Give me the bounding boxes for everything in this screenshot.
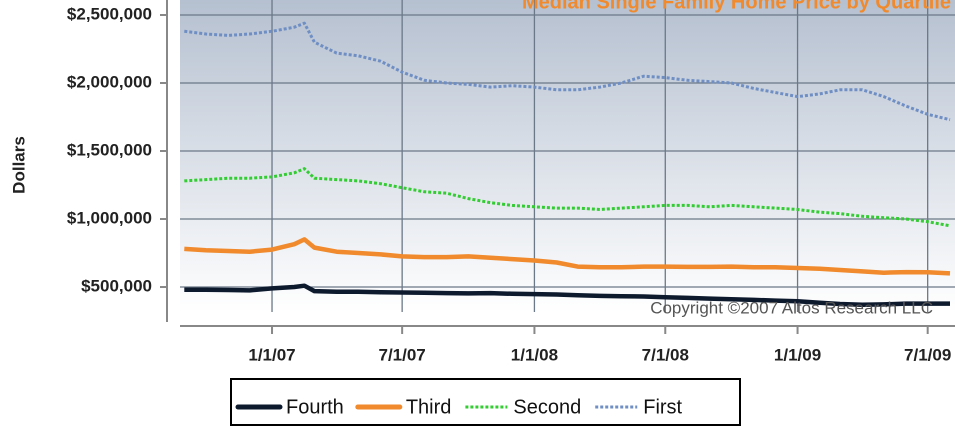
y-tick-label: $1,500,000 — [67, 140, 152, 159]
series-line — [184, 167, 951, 228]
legend — [230, 378, 741, 426]
legend-label: Third — [406, 396, 452, 418]
y-tick-label: $500,000 — [81, 277, 152, 296]
legend-label: Fourth — [286, 396, 344, 418]
legend-label: Second — [513, 396, 581, 418]
series-line — [184, 21, 951, 122]
copyright: Copyright ©2007 Altos Research LLC — [650, 298, 933, 317]
y-tick-label: $1,000,000 — [67, 208, 152, 227]
y-tick-label: $2,000,000 — [67, 72, 152, 91]
plot-area — [180, 0, 955, 312]
x-tick-label: 1/1/08 — [511, 345, 558, 364]
x-tick-label: 7/1/08 — [642, 345, 689, 364]
y-axis-label: Dollars — [9, 136, 28, 194]
series-line — [184, 283, 950, 307]
y-tick-label: $2,500,000 — [67, 4, 152, 23]
x-tick-label: 1/1/07 — [248, 345, 295, 364]
legend-label: First — [643, 396, 682, 418]
x-tick-label: 7/1/09 — [904, 345, 951, 364]
x-tick-label: 7/1/07 — [379, 345, 426, 364]
series-line — [184, 237, 951, 276]
chart-title: Median Single Family Home Price by Quart… — [522, 0, 951, 13]
x-tick-label: 1/1/09 — [774, 345, 821, 364]
